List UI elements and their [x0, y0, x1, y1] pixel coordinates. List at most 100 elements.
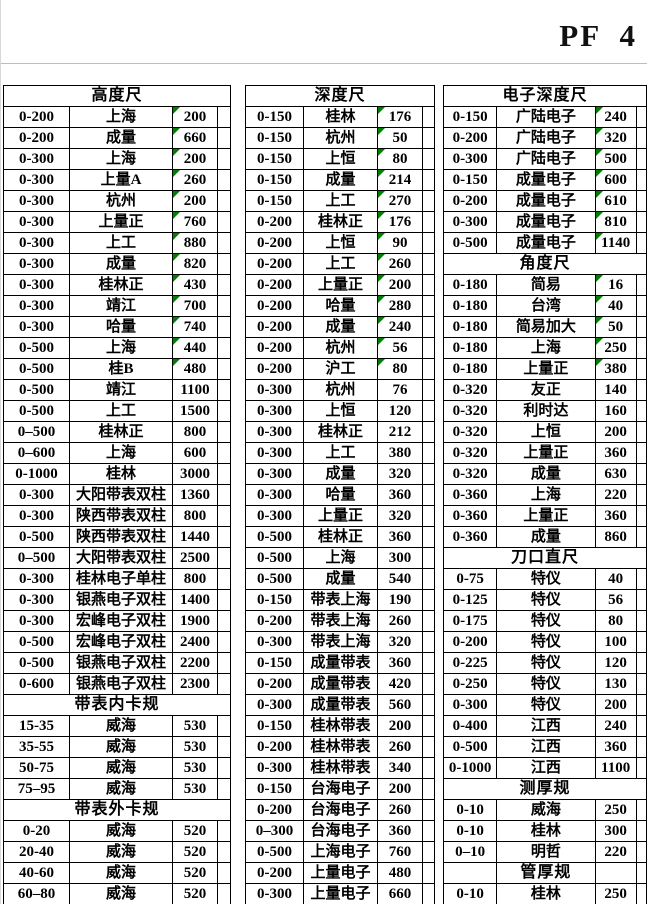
table-row: 0-500 银燕电子双柱 2200 — [3, 652, 231, 674]
price-cell: 200 — [172, 106, 218, 128]
table-row: 0-360 上海 220 — [442, 484, 647, 506]
brand-cell: 哈量 — [303, 484, 378, 506]
brand-cell: 桂林正 — [69, 421, 173, 443]
table-row: 50-75 威海 530 — [3, 757, 231, 779]
table-row: 0-150 成量带表 360 — [245, 652, 435, 674]
filler-cell — [217, 211, 231, 233]
table-row: 0-600 银燕电子双柱 2300 — [3, 673, 231, 695]
price-cell: 2400 — [172, 631, 218, 653]
range-cell: 0-200 — [245, 799, 304, 821]
table-row: 0-300 杭州 200 — [3, 190, 231, 212]
filler-cell — [217, 883, 231, 904]
brand-cell: 简易 — [496, 274, 596, 296]
table-row: 0-150 杭州 50 — [245, 127, 435, 149]
depth-gauge-table: 深度尺 0-150 桂林 176 0-150 杭州 50 0-150 上恒 80 0-150 成量 21… — [245, 85, 435, 904]
filler-cell — [422, 232, 435, 254]
range-cell: 0-150 — [245, 589, 304, 611]
range-cell: 50-75 — [3, 757, 70, 779]
price-cell: 2500 — [172, 547, 218, 569]
filler-cell — [217, 673, 231, 695]
range-cell: 0-175 — [442, 610, 498, 632]
table-row: 0-150 广陆电子 240 — [442, 106, 647, 128]
table-row: 0-200 台海电子 260 — [245, 799, 435, 821]
price-cell: 480 — [172, 358, 218, 380]
filler-cell — [217, 232, 231, 254]
error-flag-icon — [596, 107, 603, 114]
range-cell: 60–80 — [3, 883, 70, 904]
price-cell: 1400 — [172, 589, 218, 611]
brand-cell: 成量电子 — [496, 211, 596, 233]
filler-cell — [422, 526, 435, 548]
error-flag-icon — [173, 107, 180, 114]
filler-cell — [217, 253, 231, 275]
table-row: 0–600 上海 600 — [3, 442, 231, 464]
filler-cell — [422, 442, 435, 464]
price-cell: 76 — [377, 379, 423, 401]
table-row: 0-200 成量 240 — [245, 316, 435, 338]
error-flag-icon — [596, 191, 603, 198]
price-cell: 200 — [377, 274, 423, 296]
price-cell: 220 — [594, 484, 637, 506]
range-cell: 0-1000 — [442, 757, 498, 779]
table-row: 0-1000 桂林 3000 — [3, 463, 231, 485]
range-cell: 0-320 — [442, 400, 498, 422]
table-row: 0-200 成量电子 610 — [442, 190, 647, 212]
brand-cell: 成量 — [69, 253, 173, 275]
filler-cell — [422, 190, 435, 212]
price-cell: 380 — [377, 442, 423, 464]
filler-cell — [217, 169, 231, 191]
range-cell: 0-300 — [3, 589, 70, 611]
table-row: 0-320 上量正 360 — [442, 442, 647, 464]
price-cell: 200 — [377, 778, 423, 800]
brand-cell: 大阳带表双柱 — [69, 484, 173, 506]
filler-cell — [422, 694, 435, 716]
filler-cell — [217, 505, 231, 527]
price-cell: 530 — [172, 757, 218, 779]
range-cell: 0-200 — [442, 631, 498, 653]
price-cell: 440 — [172, 337, 218, 359]
table-row: 0-300 杭州 76 — [245, 379, 435, 401]
range-cell: 0-180 — [442, 358, 498, 380]
range-cell: 0-300 — [245, 463, 304, 485]
filler-cell — [422, 883, 435, 904]
range-cell: 0-300 — [3, 295, 70, 317]
error-flag-icon — [173, 128, 180, 135]
brand-cell: 桂林 — [303, 106, 378, 128]
price-cell: 190 — [377, 589, 423, 611]
table-row: 0-225 特仪 120 — [442, 652, 647, 674]
table-row: 0-500 上海电子 760 — [245, 841, 435, 863]
price-cell: 520 — [172, 883, 218, 904]
range-cell: 0-320 — [442, 463, 498, 485]
range-cell: 0-200 — [442, 127, 498, 149]
range-cell: 0-300 — [3, 232, 70, 254]
error-flag-icon — [378, 296, 385, 303]
error-flag-icon — [173, 191, 180, 198]
error-flag-icon — [378, 212, 385, 219]
price-cell: 16 — [594, 274, 637, 296]
table-row: 0-200 带表上海 260 — [245, 610, 435, 632]
filler-cell — [635, 526, 647, 548]
price-cell: 250 — [594, 799, 637, 821]
price-cell: 200 — [594, 421, 637, 443]
filler-cell — [635, 316, 647, 338]
range-cell: 0-300 — [245, 631, 304, 653]
brand-cell: 特仪 — [496, 673, 596, 695]
height-gauge-table: 高度尺 0-200 上海 200 0-200 成量 660 0-300 上海 200 0-300 上量… — [3, 85, 231, 904]
price-cell: 810 — [594, 211, 637, 233]
price-cell: 50 — [594, 316, 637, 338]
price-cell: 820 — [172, 253, 218, 275]
error-flag-icon — [378, 338, 385, 345]
range-cell: 0-300 — [3, 253, 70, 275]
table-row: 0-300 成量 320 — [245, 463, 435, 485]
price-cell: 600 — [594, 169, 637, 191]
filler-cell — [422, 631, 435, 653]
table-row: 75–95 威海 530 — [3, 778, 231, 800]
filler-cell — [422, 295, 435, 317]
brand-cell: 沪工 — [303, 358, 378, 380]
table-row: 0-150 上工 270 — [245, 190, 435, 212]
price-cell: 760 — [172, 211, 218, 233]
brand-cell: 上恒 — [303, 400, 378, 422]
table-row: 60–80 威海 520 — [3, 883, 231, 904]
section-header-cell: 高度尺 — [3, 85, 231, 107]
range-cell: 0-300 — [245, 505, 304, 527]
